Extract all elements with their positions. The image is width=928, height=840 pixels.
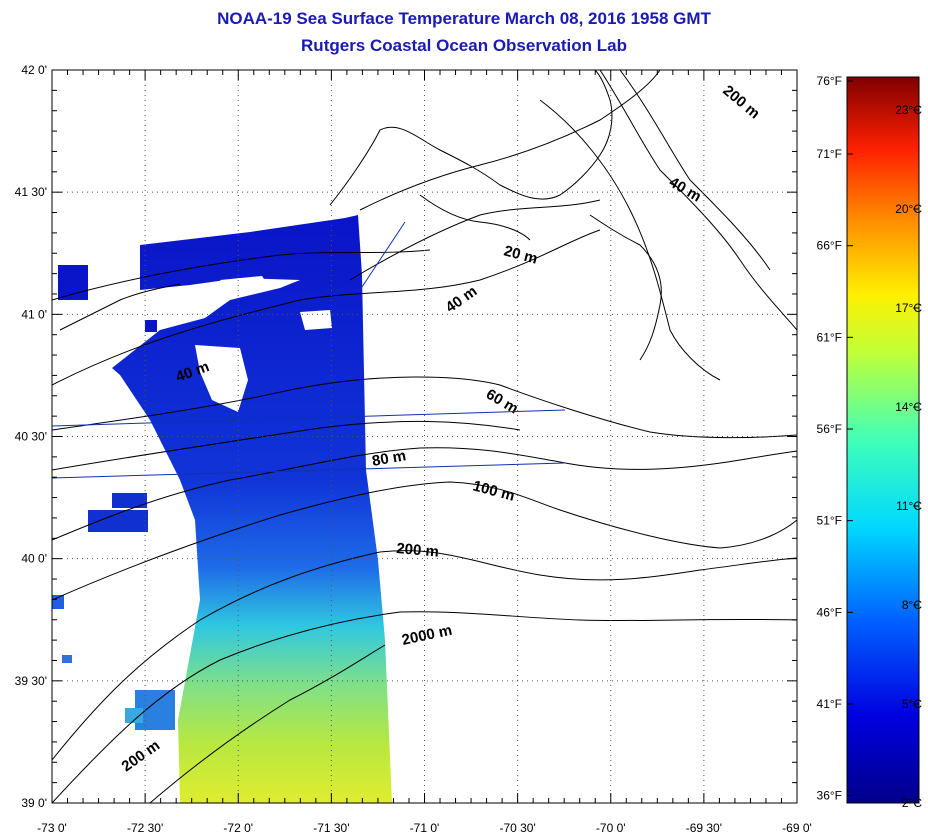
- lat-label: 39 0': [21, 796, 47, 810]
- lon-label: -71 0': [410, 821, 440, 835]
- fahrenheit-label: 51°F: [817, 514, 842, 528]
- contour-label: 2000 m: [400, 622, 453, 649]
- celsius-label: 5°C: [902, 697, 922, 711]
- lat-label: 40 0': [21, 552, 47, 566]
- latitude-labels: 42 0' 41 30' 41 0' 40 30' 40 0' 39 30' 39 0': [15, 63, 47, 810]
- contour-label: 200 m: [396, 540, 440, 561]
- fahrenheit-label: 71°F: [817, 147, 842, 161]
- lon-label: -70 0': [596, 821, 626, 835]
- map-title: NOAA-19 Sea Surface Temperature March 08…: [217, 9, 711, 28]
- axis-ticks: [51, 69, 798, 804]
- track-lines: [51, 221, 566, 479]
- lat-label: 39 30': [15, 674, 47, 688]
- coastline: [59, 69, 662, 361]
- lon-label: -69 30': [686, 821, 722, 835]
- celsius-label: 23°C: [895, 103, 922, 117]
- fahrenheit-label: 56°F: [817, 422, 842, 436]
- lat-label: 40 30': [15, 430, 47, 444]
- celsius-labels: 23°C 20°C 17°C 14°C 11°C 8°C 5°C 2°C: [895, 103, 922, 810]
- fahrenheit-label: 66°F: [817, 239, 842, 253]
- contour-label: 40 m: [666, 174, 704, 206]
- contour-label: 20 m: [502, 242, 539, 267]
- sst-swath: [52, 215, 392, 803]
- lon-label: -69 0': [782, 821, 812, 835]
- celsius-label: 2°C: [902, 796, 922, 810]
- color-bar-ticks: [847, 80, 919, 804]
- celsius-label: 14°C: [895, 400, 922, 414]
- celsius-label: 17°C: [895, 301, 922, 315]
- celsius-label: 8°C: [902, 598, 922, 612]
- lat-label: 41 0': [21, 307, 47, 321]
- contour-label: 100 m: [471, 477, 516, 504]
- fahrenheit-label: 61°F: [817, 330, 842, 344]
- lon-label: -72 0': [223, 821, 253, 835]
- grid-lines: [52, 70, 797, 803]
- fahrenheit-labels: 76°F 71°F 66°F 61°F 56°F 51°F 46°F 41°F 36°F: [817, 74, 842, 803]
- lon-label: -72 30': [127, 821, 163, 835]
- longitude-labels: -73 0' -72 30' -72 0' -71 30' -71 0' -70 30' -…: [37, 821, 812, 835]
- celsius-label: 11°C: [896, 499, 922, 513]
- celsius-label: 20°C: [895, 202, 922, 216]
- contour-label: 200 m: [119, 737, 164, 775]
- lat-label: 41 30': [15, 185, 47, 199]
- fahrenheit-label: 41°F: [817, 697, 842, 711]
- color-bar: [846, 76, 920, 804]
- contour-label: 200 m: [719, 82, 763, 122]
- lon-label: -71 30': [313, 821, 349, 835]
- fahrenheit-label: 46°F: [817, 605, 842, 619]
- lat-label: 42 0': [21, 63, 47, 77]
- lon-label: -70 30': [499, 821, 535, 835]
- contour-label: 80 m: [371, 447, 408, 470]
- fahrenheit-label: 76°F: [817, 74, 842, 88]
- contour-label: 40 m: [443, 283, 481, 317]
- fahrenheit-label: 36°F: [817, 789, 842, 803]
- map-subtitle: Rutgers Coastal Ocean Observation Lab: [301, 36, 627, 55]
- lon-label: -73 0': [37, 821, 67, 835]
